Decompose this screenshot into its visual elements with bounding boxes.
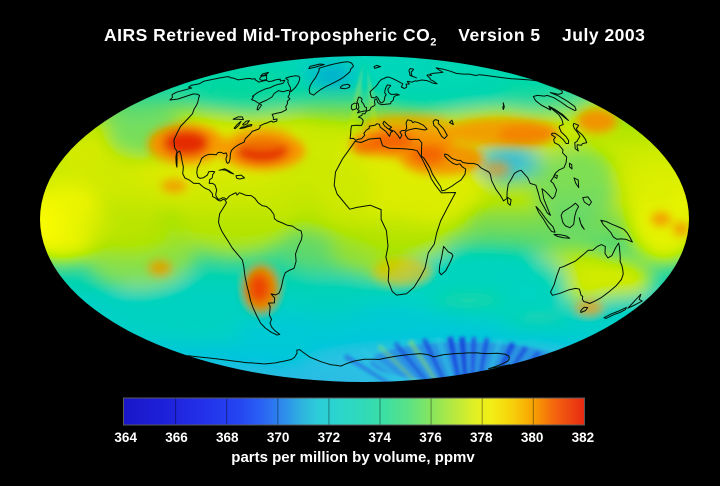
svg-text:366: 366 [165, 430, 188, 445]
svg-text:380: 380 [521, 430, 544, 445]
svg-text:370: 370 [267, 430, 290, 445]
svg-text:364: 364 [114, 430, 137, 445]
svg-text:368: 368 [216, 430, 239, 445]
svg-text:parts per million by volume, p: parts per million by volume, ppmv [231, 449, 475, 466]
svg-text:376: 376 [419, 430, 442, 445]
svg-text:378: 378 [470, 430, 493, 445]
svg-text:372: 372 [318, 430, 341, 445]
svg-text:374: 374 [368, 430, 391, 445]
svg-text:382: 382 [572, 430, 595, 445]
